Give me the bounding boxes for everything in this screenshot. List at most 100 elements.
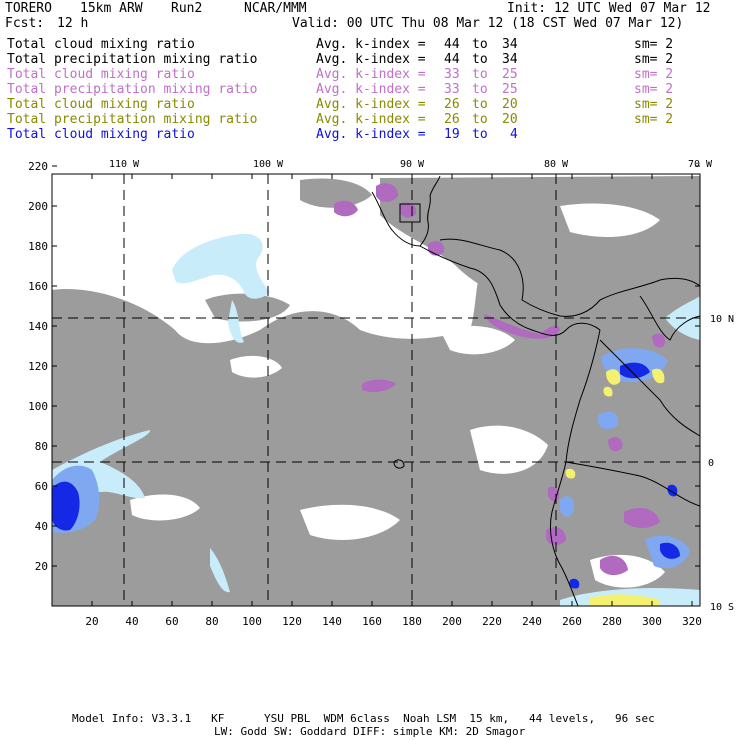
legend-row-2-label: Avg. k-index = xyxy=(316,52,426,67)
legend-row-4-from: 33 xyxy=(444,82,460,97)
lon-label-80w: 80 W xyxy=(544,159,569,170)
border-ecuador-peru xyxy=(565,461,700,507)
y-tick-label: 100 xyxy=(28,400,48,413)
latitude-labels: 10 N 0 10 S xyxy=(708,314,734,613)
x-tick-label: 100 xyxy=(242,615,262,628)
legend-row-3-sm: sm= 2 xyxy=(634,67,674,82)
model-run: Run2 xyxy=(171,1,203,16)
y-tick-label: 160 xyxy=(28,280,48,293)
legend-row-1-label: Avg. k-index = xyxy=(316,37,426,52)
border-venezuela xyxy=(639,295,700,341)
legend-row-4-to: 25 xyxy=(502,82,518,97)
x-tick-label: 220 xyxy=(482,615,502,628)
legend-row-5-to-word: to xyxy=(472,97,488,112)
legend-row-2-sm: sm= 2 xyxy=(634,52,674,67)
legend-row-4-field: Total precipitation mixing ratio xyxy=(7,82,258,97)
legend-row-5-label: Avg. k-index = xyxy=(316,97,426,112)
y-tick-label: 140 xyxy=(28,320,48,333)
legend-row-7-to-word: to xyxy=(472,127,488,142)
coast-mexico-yucatan xyxy=(371,175,441,247)
legend-row-2-to-word: to xyxy=(472,52,488,67)
legend-row-1-sm: sm= 2 xyxy=(634,37,674,52)
precip-field-deep-blue xyxy=(52,362,680,589)
legend-row-1-to: 34 xyxy=(502,37,518,52)
legend-row-3-field: Total cloud mixing ratio xyxy=(7,67,195,82)
y-tick-label: 40 xyxy=(35,520,48,533)
legend-row-3-to: 25 xyxy=(502,67,518,82)
longitude-labels: 110 W 100 W 90 W 80 W 70 W xyxy=(109,159,713,170)
legend-row-2-to: 34 xyxy=(502,52,518,67)
x-tick-label: 260 xyxy=(562,615,582,628)
x-tick-label: 40 xyxy=(125,615,138,628)
precip-field-yellow xyxy=(565,368,665,606)
model-info-line-1: Model Info: V3.3.1 KF YSU PBL WDM 6class… xyxy=(72,712,655,725)
model-resolution: 15km ARW xyxy=(80,1,143,16)
forecast-label: Fcst: xyxy=(5,16,45,31)
legend-row-1-field: Total cloud mixing ratio xyxy=(7,37,195,52)
forecast-hours: 12 h xyxy=(57,16,89,31)
x-tick-label: 240 xyxy=(522,615,542,628)
map-fields xyxy=(52,174,700,606)
coast-caribbean xyxy=(439,238,700,317)
x-tick-label: 320 xyxy=(682,615,702,628)
coastlines xyxy=(371,175,700,606)
legend-row-1-to-word: to xyxy=(472,37,488,52)
coast-south-america-pacific xyxy=(549,329,601,606)
legend-row-5-field: Total cloud mixing ratio xyxy=(7,97,195,112)
x-tick-label: 120 xyxy=(282,615,302,628)
legend-row-7-to: 4 xyxy=(510,127,518,142)
legend-row-7-field: Total cloud mixing ratio xyxy=(7,127,195,142)
legend-row-3-to-word: to xyxy=(472,67,488,82)
lat-label-0: 0 xyxy=(708,458,714,469)
y-tick-label: 80 xyxy=(35,440,48,453)
legend-row-4-sm: sm= 2 xyxy=(634,82,674,97)
legend-row-4-to-word: to xyxy=(472,82,488,97)
lon-label-90w: 90 W xyxy=(400,159,425,170)
x-tick-label: 140 xyxy=(322,615,342,628)
legend-row-5-from: 26 xyxy=(444,97,460,112)
legend-row-6-field: Total precipitation mixing ratio xyxy=(7,112,258,127)
legend-row-5-to: 20 xyxy=(502,97,518,112)
legend-row-6-from: 26 xyxy=(444,112,460,127)
map-frame xyxy=(51,173,701,607)
y-tick-label: 200 xyxy=(28,200,48,213)
x-tick-label: 180 xyxy=(402,615,422,628)
y-tick-label: 60 xyxy=(35,480,48,493)
valid-time: Valid: 00 UTC Thu 08 Mar 12 (18 CST Wed … xyxy=(292,16,684,31)
y-tick-label: 220 xyxy=(28,160,48,173)
galapagos-island xyxy=(393,459,405,469)
x-tick-label: 20 xyxy=(85,615,98,628)
x-tick-label: 300 xyxy=(642,615,662,628)
lon-label-100w: 100 W xyxy=(253,159,284,170)
y-tick-label: 120 xyxy=(28,360,48,373)
x-tick-label: 280 xyxy=(602,615,622,628)
lat-label-10s: 10 S xyxy=(710,602,734,613)
init-time: Init: 12 UTC Wed 07 Mar 12 xyxy=(507,1,711,16)
lon-label-110w: 110 W xyxy=(109,159,140,170)
legend-row-7-label: Avg. k-index = xyxy=(316,127,426,142)
lat-label-10n: 10 N xyxy=(710,314,734,325)
legend-row-3-from: 33 xyxy=(444,67,460,82)
legend-row-2-from: 44 xyxy=(444,52,460,67)
model-org: NCAR/MMM xyxy=(244,1,307,16)
legend-row-6-to: 20 xyxy=(502,112,518,127)
axis-ticks: 20 40 60 80 100 120 140 160 180 200 220 240 260 280 30… xyxy=(28,160,702,628)
lon-label-70w: 70 W xyxy=(688,159,713,170)
model-info-line-2: LW: Godd SW: Goddard DIFF: simple KM: 2D… xyxy=(214,725,526,738)
x-tick-label: 80 xyxy=(205,615,218,628)
x-tick-label: 200 xyxy=(442,615,462,628)
y-tick-label: 20 xyxy=(35,560,48,573)
legend-row-3-label: Avg. k-index = xyxy=(316,67,426,82)
legend-row-7-from: 19 xyxy=(444,127,460,142)
border-colombia xyxy=(599,339,700,437)
coast-central-america-pacific xyxy=(419,245,601,336)
legend-row-1-from: 44 xyxy=(444,37,460,52)
legend-row-5-sm: sm= 2 xyxy=(634,97,674,112)
legend-row-6-sm: sm= 2 xyxy=(634,112,674,127)
latlon-grid xyxy=(52,174,700,606)
border-guatemala xyxy=(399,203,421,223)
legend-row-6-label: Avg. k-index = xyxy=(316,112,426,127)
y-tick-label: 180 xyxy=(28,240,48,253)
legend-row-6-to-word: to xyxy=(472,112,488,127)
